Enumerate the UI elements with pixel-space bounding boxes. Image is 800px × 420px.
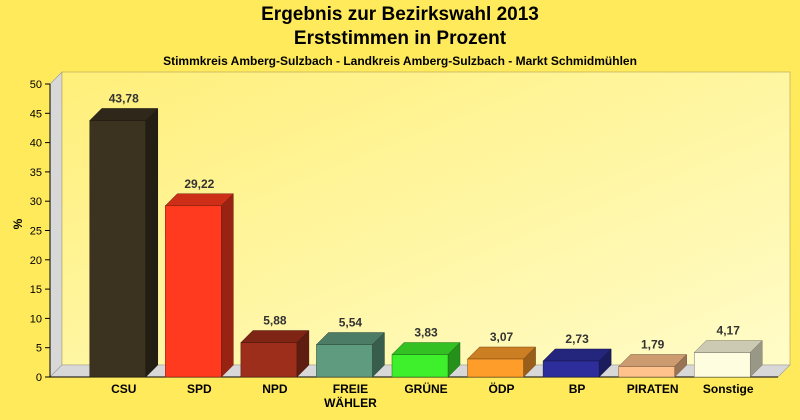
data-label: 3,83 <box>414 326 438 340</box>
bar <box>316 344 373 378</box>
y-tick-label: 15 <box>30 284 42 296</box>
bar <box>240 342 298 378</box>
bar-top <box>240 330 310 343</box>
data-label: 5,54 <box>339 316 363 330</box>
data-label: 5,88 <box>263 314 287 328</box>
y-tick-label: 5 <box>36 343 42 355</box>
x-tick-label: NPD <box>262 382 288 396</box>
chart-subtitle: Erststimmen in Prozent <box>293 28 507 49</box>
bar-top <box>542 348 612 362</box>
y-tick-label: 40 <box>30 138 42 150</box>
bar-top <box>618 354 688 367</box>
bar <box>89 120 147 378</box>
y-axis-label: % <box>11 218 25 229</box>
y-tick-label: 10 <box>30 313 42 325</box>
x-tick-label: SPD <box>187 382 212 396</box>
bar <box>467 358 524 378</box>
bar <box>693 352 751 378</box>
side-wall <box>49 71 63 378</box>
x-tick-label: CSU <box>111 382 136 396</box>
data-label: 4,17 <box>717 324 741 338</box>
data-label: 3,07 <box>490 330 514 344</box>
y-tick-label: 35 <box>30 167 42 179</box>
bar <box>542 360 600 378</box>
bar <box>391 354 449 378</box>
data-label: 43,78 <box>109 91 139 105</box>
bar-top <box>89 108 159 121</box>
x-tick-label: PIRATEN <box>627 382 679 396</box>
y-tick-label: 50 <box>30 79 42 91</box>
bar <box>165 205 222 378</box>
y-tick-label: 25 <box>30 226 42 238</box>
x-tick-label: ÖDP <box>489 381 515 396</box>
data-label: 29,22 <box>184 177 214 191</box>
x-tick-label: WÄHLER <box>324 395 377 410</box>
chart-caption: Stimmkreis Amberg-Sulzbach - Landkreis A… <box>163 54 637 68</box>
bar-top <box>693 340 763 353</box>
bar-top <box>466 346 537 360</box>
bar-side <box>221 193 234 378</box>
data-label: 2,73 <box>565 332 589 346</box>
bar-top <box>391 342 461 355</box>
x-tick-label: BP <box>569 382 586 396</box>
bar-top <box>164 193 234 207</box>
y-tick-label: 30 <box>30 196 42 208</box>
x-tick-label: FREIE <box>333 382 368 396</box>
x-tick-label: GRÜNE <box>404 381 447 396</box>
bar-top <box>315 332 386 345</box>
x-tick-label: Sonstige <box>703 382 754 396</box>
data-label: 1,79 <box>641 338 665 352</box>
bar-side <box>145 107 159 378</box>
chart-title: Ergebnis zur Bezirkswahl 2013 <box>261 4 539 25</box>
y-tick-label: 0 <box>36 372 42 384</box>
y-tick-label: 45 <box>30 108 42 120</box>
y-tick-label: 20 <box>30 255 42 267</box>
bar <box>618 366 675 378</box>
